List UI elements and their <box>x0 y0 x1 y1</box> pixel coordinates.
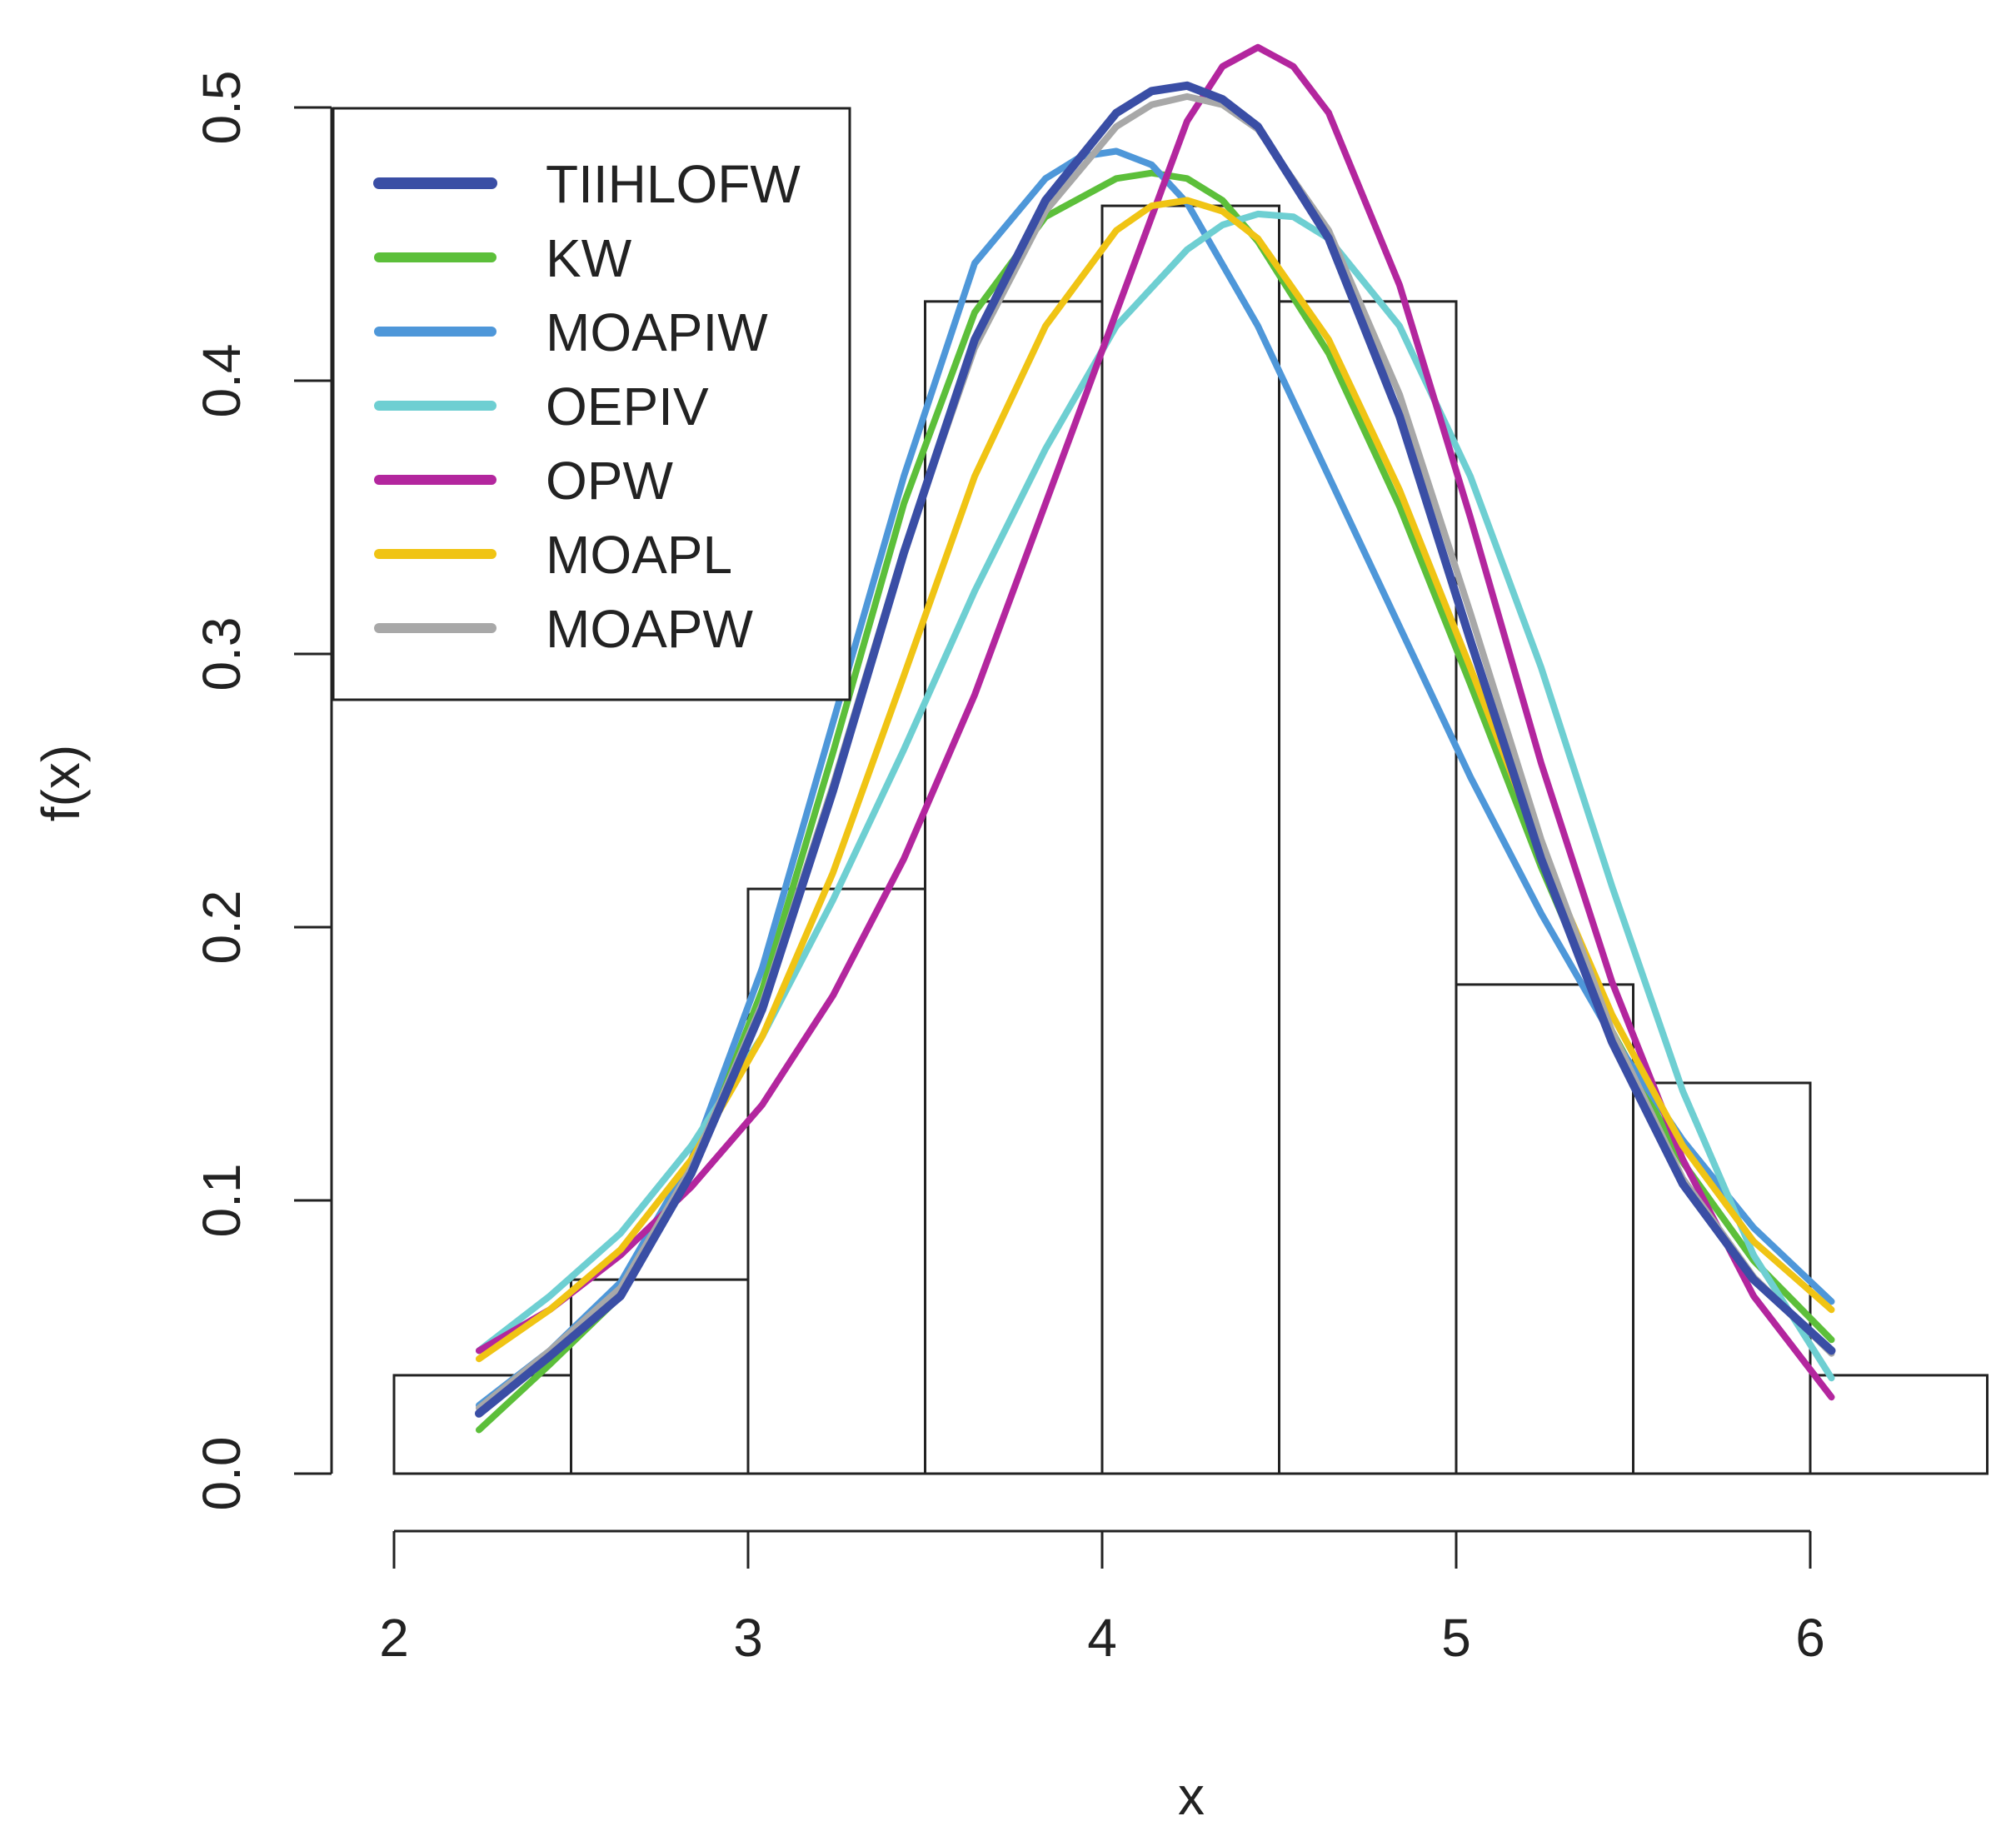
legend-label: TIIHLOFW <box>546 154 801 214</box>
legend-label: MOAPIW <box>546 302 768 362</box>
density-curve-tiihlofw <box>475 81 1836 1418</box>
y-tick-label: 0.1 <box>192 1164 252 1238</box>
density-curve-moapiw <box>476 147 1835 1409</box>
x-tick-label: 5 <box>1441 1608 1471 1668</box>
legend-label: OEPIV <box>546 377 709 437</box>
legend: TIIHLOFW KW MOAPIW OEPIV OPW MOAPL MOAPW <box>332 107 851 701</box>
x-tick-label: 4 <box>1087 1608 1117 1668</box>
y-tick-label: 0.2 <box>192 891 252 965</box>
y-axis: 0.0 0.1 0.2 0.3 0.4 0.5 <box>192 71 333 1511</box>
y-tick-label: 0.4 <box>192 344 252 418</box>
x-axis-title: x <box>1178 1766 1205 1826</box>
density-curves <box>475 43 1836 1434</box>
x-axis: 2 3 4 5 6 <box>379 1529 1825 1668</box>
x-tick-label: 6 <box>1795 1608 1825 1668</box>
y-tick-label: 0.0 <box>192 1437 252 1511</box>
legend-items: TIIHLOFW KW MOAPIW OEPIV OPW MOAPL MOAPW <box>373 154 801 659</box>
histogram-bar <box>1809 1374 1989 1475</box>
legend-label: OPW <box>546 451 673 511</box>
legend-label: MOAPW <box>546 599 753 659</box>
histogram-bar <box>1278 300 1458 1475</box>
y-tick-label: 0.3 <box>192 617 252 691</box>
y-axis-title: f(x) <box>31 745 91 821</box>
x-tick-label: 2 <box>379 1608 409 1668</box>
x-tick-label: 3 <box>733 1608 763 1668</box>
y-tick-label: 0.5 <box>192 71 252 145</box>
legend-label: KW <box>546 228 632 288</box>
legend-label: MOAPL <box>546 525 732 585</box>
